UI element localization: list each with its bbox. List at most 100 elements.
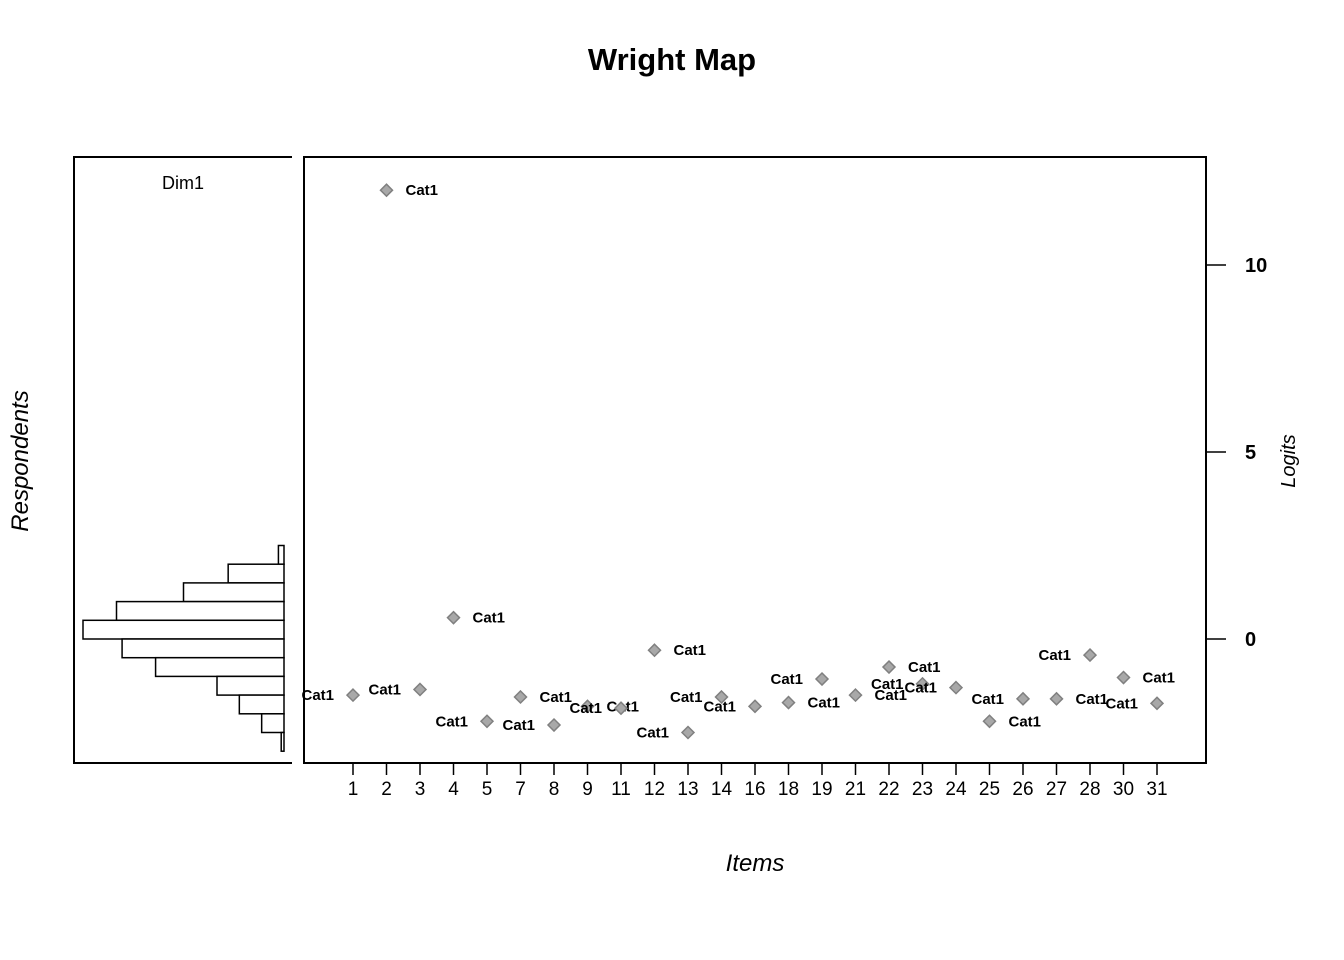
item-point-label: Cat1 [1038, 647, 1071, 664]
item-point-label: Cat1 [1009, 713, 1042, 730]
item-point [982, 714, 997, 729]
item-point [546, 717, 562, 733]
item-point-label: Cat1 [904, 680, 937, 697]
item-point-label: Cat1 [703, 698, 736, 715]
item-point [781, 695, 796, 710]
item-point [513, 689, 528, 705]
chart-title: Wright Map [588, 42, 756, 77]
histogram-bar [182, 582, 285, 603]
x-tick-label: 11 [611, 779, 631, 800]
item-point-label: Cat1 [435, 713, 468, 730]
x-tick-label: 13 [677, 779, 698, 800]
item-point [647, 643, 662, 658]
item-point-label: Cat1 [808, 695, 841, 712]
item-point-label: Cat1 [368, 681, 401, 698]
x-tick-label: 27 [1046, 779, 1067, 800]
y-tick-label: 10 [1245, 255, 1267, 277]
item-point [345, 688, 361, 703]
y-axis-label: Logits [1278, 434, 1300, 487]
respondents-axis-label: Respondents [7, 390, 34, 531]
item-point [714, 689, 729, 705]
item-points: Cat1Cat1Cat1Cat1Cat1Cat1Cat1Cat1Cat1Cat1… [301, 182, 1175, 741]
item-point [379, 183, 394, 198]
item-point-label: Cat1 [670, 689, 703, 706]
x-tick-label: 26 [1012, 779, 1033, 800]
x-tick-label: 28 [1079, 779, 1100, 800]
items-panel-frame [303, 156, 1207, 764]
item-point [1116, 670, 1131, 685]
y-tick-label: 5 [1245, 442, 1256, 464]
item-point [580, 699, 595, 714]
histogram-bar [277, 544, 285, 565]
item-point-label: Cat1 [502, 717, 535, 734]
x-tick-label: 22 [878, 779, 899, 800]
histogram-bar [227, 563, 285, 584]
histogram-bar [154, 656, 285, 678]
respondents-panel-frame [73, 156, 292, 764]
item-point [948, 680, 964, 695]
x-tick-label: 14 [711, 779, 733, 800]
x-tick-label: 31 [1146, 779, 1167, 800]
item-point [680, 725, 696, 740]
item-point-label: Cat1 [875, 687, 908, 704]
x-tick-label: 23 [912, 779, 933, 800]
item-point [814, 671, 830, 687]
x-tick-label: 30 [1113, 779, 1134, 800]
item-point-label: Cat1 [1105, 695, 1138, 712]
histogram-bar [238, 694, 285, 715]
x-tick-label: 2 [381, 779, 392, 800]
item-point-label: Cat1 [636, 725, 669, 742]
x-tick-label: 25 [979, 779, 1000, 800]
y-axis: 0 5 10 [1206, 255, 1267, 651]
item-point [1082, 648, 1098, 663]
item-point [881, 659, 897, 675]
x-axis-label: Items [726, 850, 785, 877]
item-point-label: Cat1 [674, 642, 707, 659]
item-point-label: Cat1 [908, 659, 941, 676]
x-tick-label: 4 [448, 779, 459, 800]
item-point-label: Cat1 [540, 689, 573, 706]
x-tick-label: 12 [644, 779, 665, 800]
x-tick-label: 3 [415, 779, 426, 800]
item-point [848, 688, 863, 703]
x-tick-label: 7 [515, 779, 526, 800]
item-point [479, 714, 495, 729]
histogram-bar [115, 600, 285, 622]
histogram-bar [82, 619, 285, 640]
item-point [1049, 691, 1064, 706]
item-point [446, 610, 461, 625]
item-point-label: Cat1 [1143, 670, 1176, 687]
item-point-label: Cat1 [301, 687, 334, 704]
histogram-bar [216, 675, 285, 696]
histogram-bar [280, 731, 285, 752]
item-point [1015, 691, 1031, 706]
item-point-label: Cat1 [971, 691, 1004, 708]
item-point [1149, 696, 1165, 711]
histogram-bar [121, 638, 285, 659]
y-tick-label: 0 [1245, 629, 1256, 651]
x-tick-label: 24 [945, 779, 967, 800]
x-tick-label: 16 [744, 779, 765, 800]
item-point [613, 701, 629, 716]
item-point-label: Cat1 [770, 671, 803, 688]
dimension-label: Dim1 [162, 173, 204, 193]
item-point-label: Cat1 [473, 610, 506, 627]
x-tick-label: 1 [348, 779, 359, 800]
x-tick-label: 9 [582, 779, 593, 800]
item-point [412, 682, 428, 697]
respondent-histogram [82, 544, 285, 752]
x-tick-label: 5 [482, 779, 493, 800]
item-point [747, 699, 763, 714]
item-point-label: Cat1 [569, 700, 602, 717]
item-point-label: Cat1 [1076, 691, 1109, 708]
x-tick-label: 18 [778, 779, 799, 800]
x-tick-label: 21 [845, 779, 866, 800]
item-point [915, 676, 930, 691]
histogram-bar [260, 713, 285, 734]
x-tick-label: 19 [811, 779, 832, 800]
item-point-label: Cat1 [406, 182, 439, 199]
item-point-label: Cat1 [871, 676, 904, 693]
x-tick-label: 8 [549, 779, 560, 800]
respondents-panel: Dim1 [73, 156, 292, 764]
